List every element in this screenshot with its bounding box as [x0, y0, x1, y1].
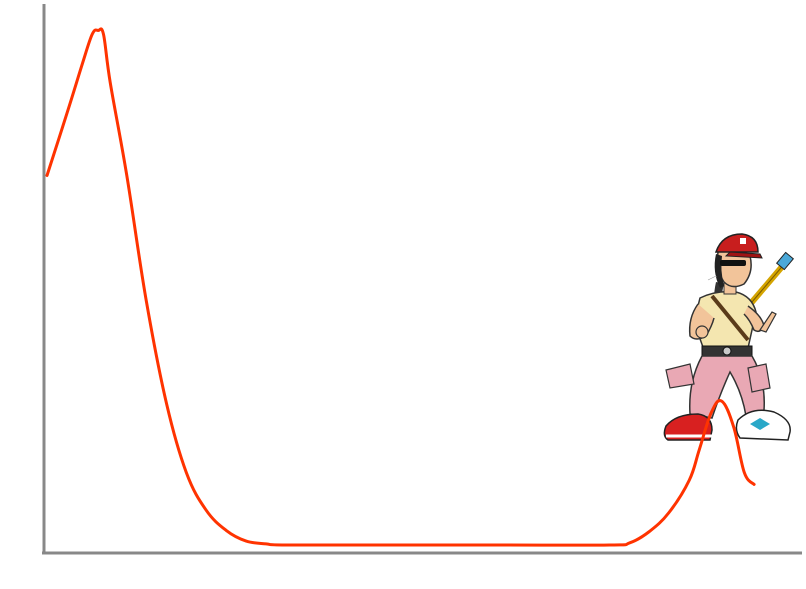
series-line-0 [45, 27, 756, 547]
series-layer [45, 27, 756, 547]
cartoon-rocker-figure-icon [663, 233, 795, 441]
